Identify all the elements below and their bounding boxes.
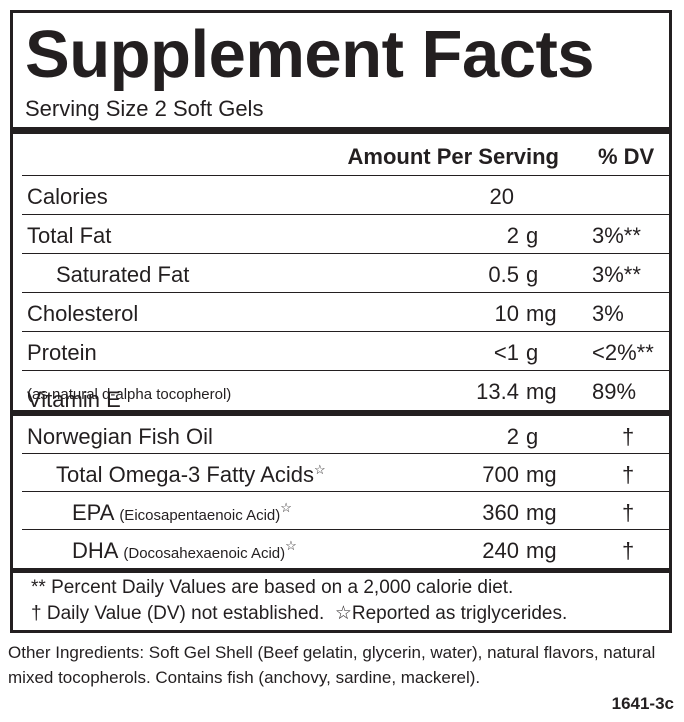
nutrient-note: (as natural d-alpha tocopherol) bbox=[27, 386, 232, 403]
daily-value: 3% bbox=[592, 301, 624, 326]
amount: 0.5 bbox=[488, 262, 519, 287]
ingredient-cell: DHA (Docosahexaenoic Acid)☆ bbox=[72, 538, 297, 564]
other-ingredients: Other Ingredients: Soft Gel Shell (Beef … bbox=[8, 643, 656, 687]
ingredient: Norwegian Fish Oil bbox=[27, 424, 213, 449]
amount: <1 bbox=[493, 340, 519, 365]
unit: mg bbox=[526, 462, 557, 487]
amount: 13.4 bbox=[476, 379, 519, 404]
ingredient: Total Omega-3 Fatty Acids bbox=[56, 462, 314, 487]
nutrient: Cholesterol bbox=[27, 301, 139, 326]
unit: g bbox=[526, 262, 539, 287]
amount: 2 bbox=[506, 223, 519, 248]
table-header: Amount Per Serving % DV bbox=[22, 134, 669, 176]
row: Total Omega-3 Fatty Acids☆ 700 mg † bbox=[22, 454, 669, 492]
row: Calories 20 bbox=[22, 176, 669, 215]
footnote: † Daily Value (DV) not established. bbox=[31, 603, 325, 624]
divider bbox=[13, 568, 669, 573]
amount: 2 bbox=[506, 424, 519, 449]
row: Norwegian Fish Oil 2 g † bbox=[22, 416, 669, 454]
daily-value: 89% bbox=[592, 379, 637, 404]
ingredient-cell: EPA (Eicosapentaenoic Acid)☆ bbox=[72, 500, 292, 526]
divider bbox=[13, 127, 669, 134]
nutrient: Protein bbox=[27, 340, 97, 365]
title: Supplement Facts bbox=[25, 17, 595, 92]
footnote: ☆Reported as triglycerides. bbox=[334, 603, 568, 624]
unit: mg bbox=[526, 301, 557, 326]
unit: g bbox=[526, 424, 539, 449]
daily-value: 3%** bbox=[592, 262, 641, 287]
ingredient: EPA bbox=[72, 500, 114, 525]
amount: 10 bbox=[494, 301, 519, 326]
nutrient-cell: Vitamin E (as natural d-alpha tocopherol… bbox=[27, 379, 232, 412]
nutrient: Saturated Fat bbox=[56, 262, 190, 287]
daily-value: † bbox=[622, 500, 635, 525]
amount: 20 bbox=[489, 184, 514, 209]
daily-value: † bbox=[622, 462, 635, 487]
unit: mg bbox=[526, 538, 557, 563]
serving-size: Serving Size 2 Soft Gels bbox=[25, 96, 264, 121]
amount: 360 bbox=[482, 500, 519, 525]
ingredient-note: (Docosahexaenoic Acid) bbox=[123, 545, 286, 562]
footnote-mark: ☆ bbox=[285, 538, 297, 553]
daily-value: <2%** bbox=[592, 340, 654, 365]
supplement-facts-panel: Supplement Facts Serving Size 2 Soft Gel… bbox=[10, 10, 672, 633]
section: Norwegian Fish Oil 2 g † Total Omega-3 F… bbox=[22, 416, 669, 568]
nutrient: Vitamin E bbox=[27, 387, 121, 412]
row: Vitamin E (as natural d-alpha tocopherol… bbox=[22, 371, 669, 412]
row: Protein <1 g <2%** bbox=[22, 332, 669, 371]
row: EPA (Eicosapentaenoic Acid)☆ 360 mg † bbox=[22, 492, 669, 530]
divider bbox=[13, 410, 669, 416]
product-code: 1641-3c bbox=[611, 694, 674, 713]
amount: 240 bbox=[482, 538, 519, 563]
nutrient: Calories bbox=[27, 184, 108, 209]
ingredient-cell: Total Omega-3 Fatty Acids☆ bbox=[56, 462, 326, 488]
table: Amount Per Serving % DV Calories 20 Tota… bbox=[22, 134, 669, 412]
row: Total Fat 2 g 3%** bbox=[22, 215, 669, 254]
ingredient-note: (Eicosapentaenoic Acid) bbox=[119, 507, 281, 524]
unit: g bbox=[526, 340, 539, 365]
daily-value: 3%** bbox=[592, 223, 641, 248]
amount-header: Amount Per Serving bbox=[347, 144, 559, 169]
row: Cholesterol 10 mg 3% bbox=[22, 293, 669, 332]
nutrient: Total Fat bbox=[27, 223, 112, 248]
footnote-mark: ☆ bbox=[314, 462, 326, 477]
footnote: ** Percent Daily Values are based on a 2… bbox=[31, 577, 514, 598]
ingredient: DHA bbox=[72, 538, 118, 563]
amount: 700 bbox=[482, 462, 519, 487]
footnote-mark: ☆ bbox=[280, 500, 292, 515]
dv-header: % DV bbox=[598, 144, 655, 169]
unit: g bbox=[526, 223, 539, 248]
footnotes: ** Percent Daily Values are based on a 2… bbox=[13, 573, 669, 627]
row: Saturated Fat 0.5 g 3%** bbox=[22, 254, 669, 293]
daily-value: † bbox=[622, 424, 635, 449]
unit: mg bbox=[526, 500, 557, 525]
row: DHA (Docosahexaenoic Acid)☆ 240 mg † bbox=[22, 530, 669, 568]
footnote-line: † Daily Value (DV) not established. ☆Rep… bbox=[31, 601, 669, 627]
unit: mg bbox=[526, 379, 557, 404]
daily-value: † bbox=[622, 538, 635, 563]
section: Calories 20 Total Fat 2 g 3%** Saturated… bbox=[22, 176, 669, 412]
